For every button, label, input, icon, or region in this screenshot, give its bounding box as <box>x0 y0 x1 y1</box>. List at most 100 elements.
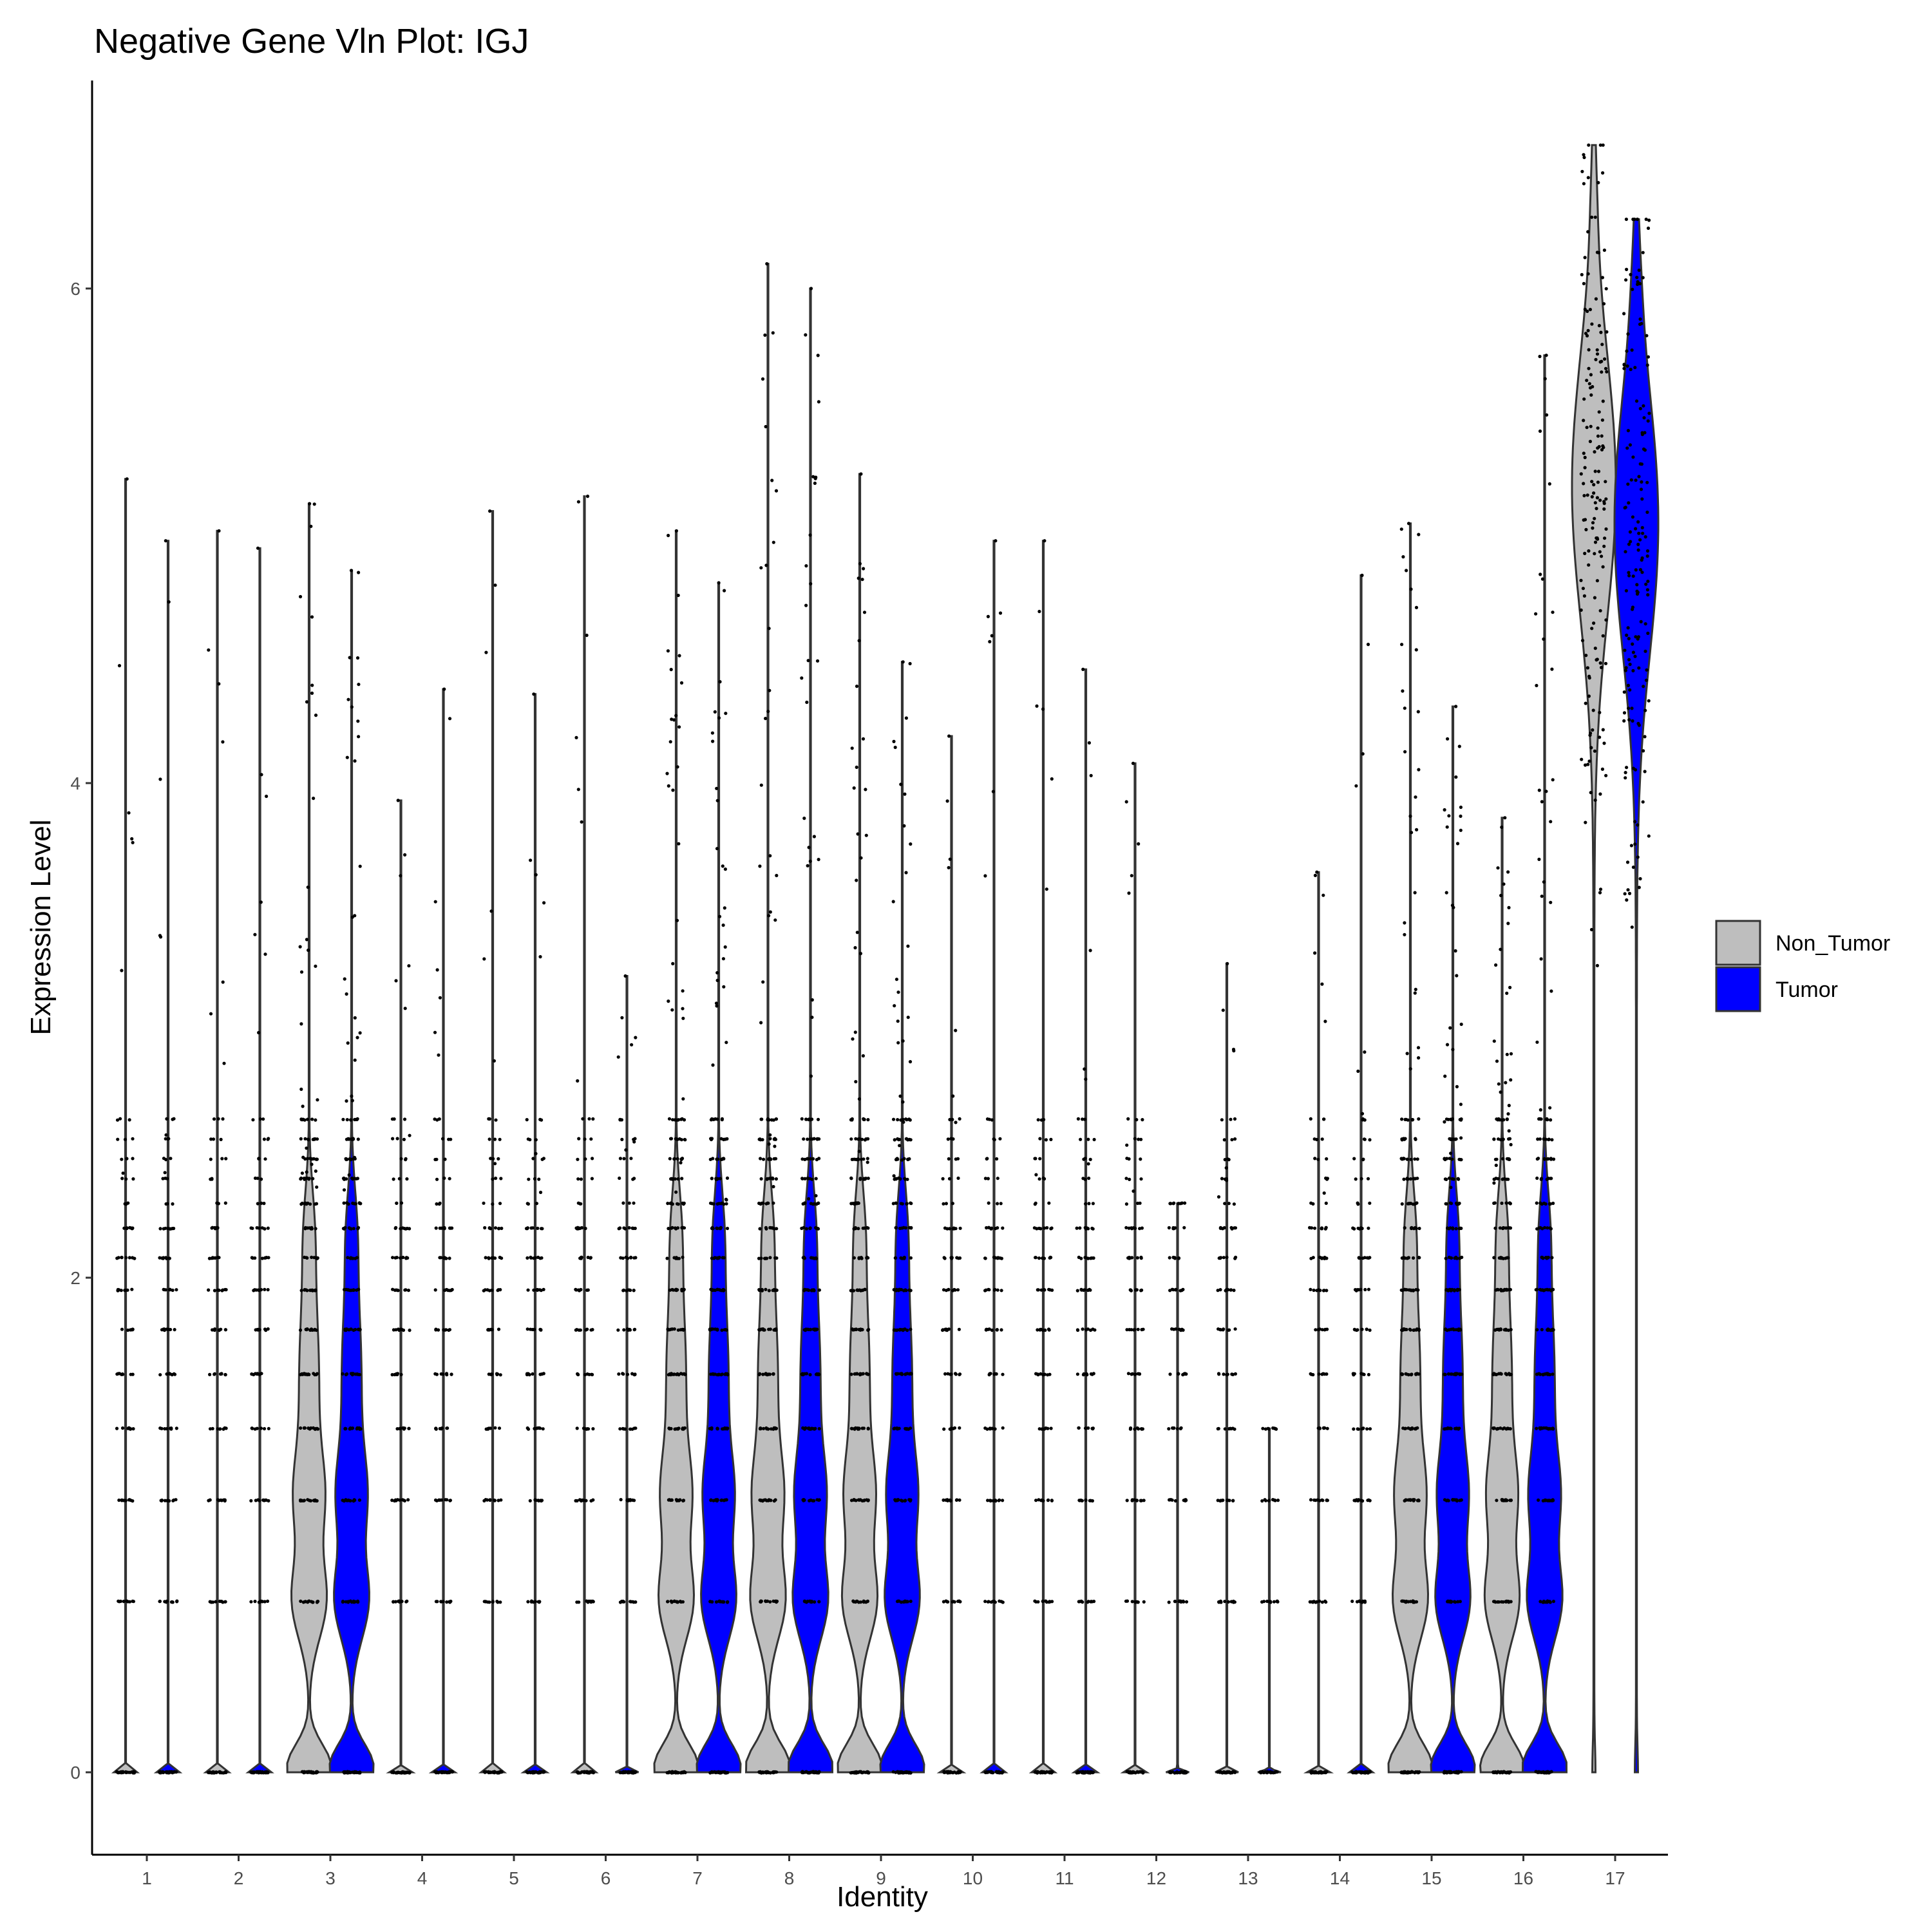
data-point <box>1549 1426 1554 1431</box>
data-point <box>941 1177 945 1180</box>
data-point <box>715 971 719 975</box>
data-point <box>120 1255 124 1260</box>
data-point <box>212 1117 216 1121</box>
data-point <box>208 1770 212 1774</box>
data-point <box>1233 1770 1237 1774</box>
data-point <box>350 1094 354 1098</box>
violin-group-4 <box>386 687 459 1775</box>
data-point <box>908 1060 913 1064</box>
data-point <box>576 1079 580 1083</box>
data-point <box>175 1288 178 1292</box>
data-point <box>765 1427 769 1431</box>
data-point <box>850 746 854 750</box>
data-point <box>725 1600 730 1604</box>
data-point <box>757 1256 761 1260</box>
data-point <box>1220 1177 1224 1180</box>
data-point <box>315 1185 319 1189</box>
data-point <box>484 1770 488 1774</box>
points-tumor-12 <box>1167 1201 1189 1775</box>
data-point <box>1167 1600 1171 1604</box>
data-point <box>675 918 679 922</box>
data-point <box>1309 1201 1313 1205</box>
data-point <box>434 1426 438 1430</box>
violin-tumor-12 <box>1165 1202 1190 1774</box>
data-point <box>896 990 900 994</box>
data-point <box>355 1036 359 1039</box>
data-point <box>764 564 768 567</box>
data-point <box>945 1600 949 1604</box>
data-point <box>1502 1426 1506 1430</box>
data-point <box>1545 1287 1549 1291</box>
data-point <box>492 1498 496 1502</box>
data-point <box>435 1118 439 1122</box>
data-point <box>160 1770 164 1774</box>
data-point <box>804 1770 808 1774</box>
data-point <box>949 1426 954 1430</box>
data-point <box>528 1138 532 1142</box>
data-point <box>1089 1600 1093 1604</box>
data-point <box>675 1256 679 1260</box>
data-point <box>1598 792 1602 796</box>
plot-area <box>111 143 1660 1775</box>
data-point <box>164 1158 168 1162</box>
data-point <box>1504 1256 1508 1260</box>
data-point <box>768 1137 772 1141</box>
data-point <box>1086 1162 1090 1166</box>
data-point <box>1229 1288 1233 1292</box>
data-point <box>169 1157 173 1160</box>
points-non-tumor-17 <box>1579 143 1609 967</box>
violin-group-14 <box>1303 573 1376 1775</box>
data-point <box>263 1327 267 1331</box>
data-point <box>714 1600 719 1604</box>
data-point <box>1545 1117 1549 1121</box>
data-point <box>986 1499 990 1502</box>
data-point <box>849 1177 853 1180</box>
data-point <box>1602 446 1605 450</box>
data-point <box>587 1117 591 1121</box>
data-point <box>815 1771 819 1775</box>
data-point <box>1124 1177 1128 1180</box>
data-point <box>958 1372 961 1376</box>
data-point <box>622 1157 626 1160</box>
data-point <box>1075 1289 1079 1293</box>
data-point <box>987 1201 990 1205</box>
data-point <box>767 627 771 630</box>
data-point <box>265 794 269 799</box>
data-point <box>402 1137 406 1141</box>
data-point <box>310 1600 315 1604</box>
data-point <box>345 1201 349 1205</box>
data-point <box>352 1600 356 1604</box>
data-point <box>537 1771 541 1775</box>
data-point <box>1592 621 1596 625</box>
data-point <box>709 1137 714 1142</box>
data-point <box>811 1157 815 1160</box>
data-point <box>1587 366 1591 370</box>
data-point <box>990 1118 994 1122</box>
data-point <box>1403 1256 1407 1260</box>
data-point <box>303 1372 307 1376</box>
data-point <box>807 1117 811 1121</box>
data-point <box>164 1226 167 1230</box>
data-point <box>1605 330 1609 334</box>
data-point <box>1325 1372 1329 1376</box>
data-point <box>402 1117 407 1121</box>
data-point <box>1128 1256 1132 1260</box>
data-point <box>1546 1499 1550 1502</box>
data-point <box>995 1157 999 1161</box>
data-point <box>267 1499 270 1502</box>
data-point <box>994 1372 998 1376</box>
data-point <box>767 1770 771 1774</box>
data-point <box>1583 466 1587 469</box>
data-point <box>1551 1372 1555 1376</box>
data-point <box>1403 1770 1406 1775</box>
data-point <box>1539 1226 1542 1229</box>
data-point <box>1092 1256 1095 1260</box>
data-point <box>128 1328 132 1332</box>
data-point <box>621 1201 625 1205</box>
data-point <box>346 1498 350 1502</box>
data-point <box>1416 1288 1420 1292</box>
data-point <box>758 1372 762 1376</box>
data-point <box>223 1328 227 1332</box>
data-point <box>772 1770 775 1774</box>
data-point <box>670 1771 674 1775</box>
